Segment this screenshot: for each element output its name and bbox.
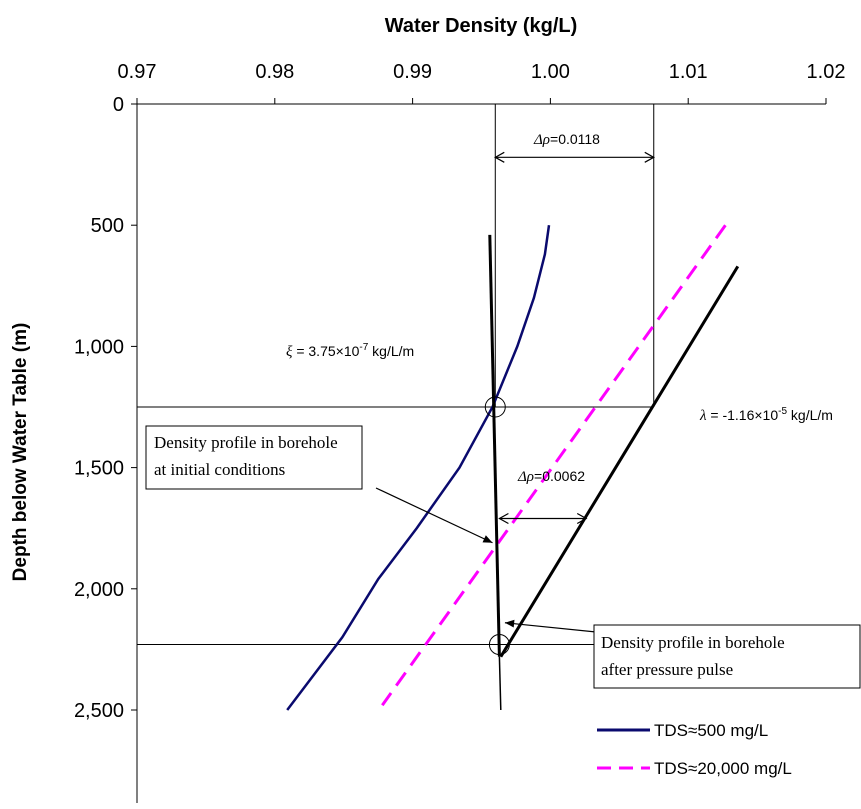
series-group: [286, 224, 740, 711]
callout-after-line2: after pressure pulse: [601, 660, 733, 679]
y-axis-label: Depth below Water Table (m): [10, 323, 31, 582]
series-line-3: [499, 265, 740, 658]
delta-rho-label-2: Δρ=0.0062: [517, 468, 585, 485]
callout-after-leader-head: [504, 619, 515, 628]
y-tick-label: 1,000: [74, 336, 124, 358]
delta-rho-label-1: Δρ=0.0118: [533, 131, 600, 148]
x-tick-label: 0.97: [118, 61, 157, 83]
delta-rho-arrow-2-head-right: [576, 512, 588, 525]
callout-initial-leader-head: [482, 535, 493, 543]
xi-slope-label: ξ = 3.75×10-7 kg/L/m: [286, 342, 414, 360]
legend-label-tds500: TDS≈500 mg/L: [654, 721, 768, 740]
y-tick-label: 2,000: [74, 579, 124, 601]
callout-after-line1: Density profile in borehole: [601, 633, 785, 652]
callout-after: Density profile in borehole after pressu…: [593, 624, 861, 689]
legend-label-tds20000: TDS≈20,000 mg/L: [654, 759, 792, 778]
reference-lines: [137, 104, 655, 646]
y-tick-label: 2,500: [74, 700, 124, 722]
callout-after-box: [593, 624, 861, 689]
series-line-4: [498, 656, 502, 711]
intersection-marker: [488, 634, 510, 656]
series-line-0: [286, 225, 551, 711]
y-tick-label: 1,500: [74, 458, 124, 480]
delta-rho-arrow-1-head-right: [644, 151, 655, 163]
x-tick-label: 1.01: [669, 61, 708, 83]
delta-rho-arrow-1-head-left: [494, 151, 505, 163]
chart-title: Water Density (kg/L): [385, 15, 578, 37]
x-tick-label: 0.98: [255, 61, 294, 83]
axes-group: 0.97 0.98 0.99 1.00 1.01 1.02 0 500 1,000 1,500 2,…: [74, 61, 846, 803]
callout-initial: Density profile in borehole at initial c…: [145, 425, 363, 490]
legend: TDS≈500 mg/L TDS≈20,000 mg/L: [597, 721, 792, 778]
lambda-slope-label: λ = -1.16×10-5 kg/L/m: [699, 406, 833, 424]
annotations-group: Δρ=0.0118 Δρ=0.0062 ξ = 3.75×10-7 kg/L/m λ …: [286, 131, 833, 633]
markers-group: [484, 396, 510, 656]
callout-initial-leader: [375, 487, 493, 544]
x-tick-label: 1.00: [531, 61, 570, 83]
delta-rho-arrow-2-head-left: [498, 512, 509, 525]
callout-after-leader: [504, 622, 597, 633]
callout-initial-line1: Density profile in borehole: [154, 433, 338, 452]
x-tick-label: 1.02: [807, 61, 846, 83]
x-tick-label: 0.99: [393, 61, 432, 83]
intersection-marker: [484, 396, 506, 418]
callout-initial-box: [145, 425, 363, 490]
callout-initial-line2: at initial conditions: [154, 460, 285, 479]
y-tick-label: 0: [113, 94, 124, 116]
series-line-2: [488, 234, 501, 657]
y-tick-label: 500: [91, 215, 124, 237]
